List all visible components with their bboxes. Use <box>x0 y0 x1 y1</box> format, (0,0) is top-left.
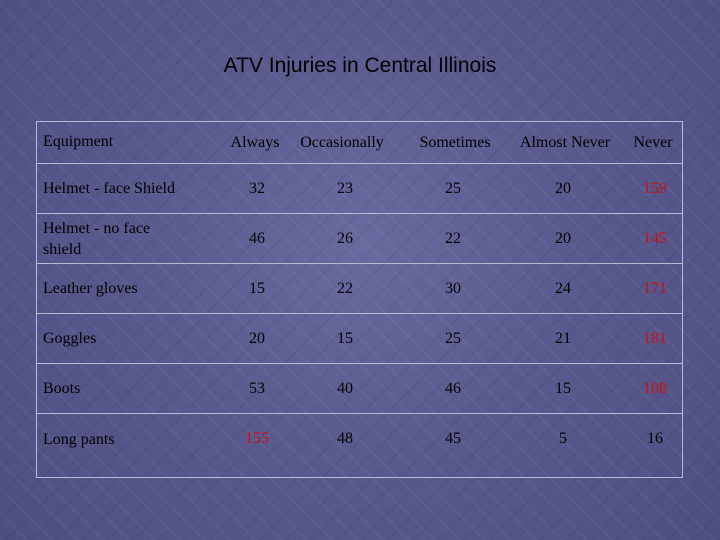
almost-never-cell: 20 <box>555 229 571 247</box>
always-cell: 15 <box>249 279 265 297</box>
equipment-cell: Leather gloves <box>43 280 138 297</box>
sometimes-cell: 22 <box>445 229 461 247</box>
never-cell: 16 <box>647 430 663 447</box>
sometimes-cell: 25 <box>445 329 461 347</box>
almost-never-cell: 15 <box>555 379 571 397</box>
never-cell: 108 <box>643 379 667 397</box>
sometimes-cell: 46 <box>445 379 461 397</box>
always-cell: 32 <box>249 179 265 197</box>
injury-table: Equipment Always Occasionally Sometimes … <box>36 121 683 478</box>
almost-never-cell: 24 <box>555 279 571 297</box>
almost-never-cell: 21 <box>555 329 571 347</box>
occasionally-cell: 22 <box>337 279 353 297</box>
equipment-cell: Boots <box>43 380 81 397</box>
occasionally-cell: 48 <box>337 430 353 447</box>
occasionally-cell: 15 <box>337 329 353 347</box>
occasionally-cell: 23 <box>337 179 353 197</box>
header-never: Never <box>633 133 673 151</box>
always-cell: 155 <box>245 430 269 447</box>
occasionally-cell: 40 <box>337 379 353 397</box>
table-row: Boots 53 40 46 15 108 <box>37 364 682 414</box>
table-row: Helmet - no face shield 46 26 22 20 145 <box>37 214 682 264</box>
table-row: Helmet - face Shield 32 23 25 20 159 <box>37 164 682 214</box>
equipment-cell: Goggles <box>43 330 97 347</box>
equipment-cell: Helmet - face Shield <box>43 180 175 197</box>
equipment-cell: Long pants <box>43 430 115 448</box>
header-sometimes: Sometimes <box>419 133 491 151</box>
slide-title: ATV Injuries in Central Illinois <box>223 54 497 77</box>
table-row: Long pants 155 48 45 5 16 <box>37 414 682 464</box>
equipment-cell: Helmet - no face shield <box>43 219 151 258</box>
occasionally-cell: 26 <box>337 229 353 247</box>
always-cell: 53 <box>249 379 265 397</box>
never-cell: 171 <box>643 279 667 297</box>
table-row: Leather gloves 15 22 30 24 171 <box>37 264 682 314</box>
almost-never-cell: 20 <box>555 179 571 197</box>
always-cell: 46 <box>249 229 265 247</box>
never-cell: 181 <box>643 329 667 347</box>
never-cell: 159 <box>643 179 667 197</box>
always-cell: 20 <box>249 329 265 347</box>
sometimes-cell: 25 <box>445 179 461 197</box>
table-header-row: Equipment Always Occasionally Sometimes … <box>37 122 682 164</box>
header-always: Always <box>230 133 280 151</box>
sometimes-cell: 30 <box>445 279 461 297</box>
header-equipment: Equipment <box>43 132 114 150</box>
never-cell: 145 <box>643 229 667 247</box>
table-row: Goggles 20 15 25 21 181 <box>37 314 682 364</box>
header-occasionally: Occasionally <box>300 133 384 151</box>
sometimes-cell: 45 <box>445 430 461 447</box>
header-almost-never: Almost Never <box>519 133 611 151</box>
almost-never-cell: 5 <box>559 430 567 447</box>
